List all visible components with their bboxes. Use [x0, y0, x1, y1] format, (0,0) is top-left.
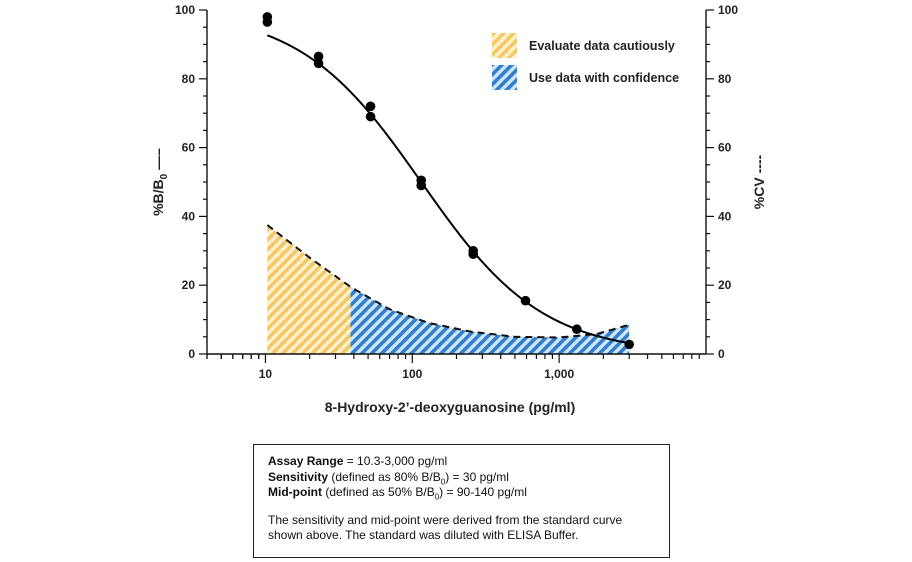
- cv-dashed-curve: [266, 224, 630, 339]
- x-tick-label: 100: [402, 367, 422, 381]
- hatched-regions: [267, 225, 630, 354]
- standard-point: [468, 249, 479, 260]
- axes: 0 0 20 20 40 40 60 60 80 80 100 100 10 100 1,000: [175, 3, 738, 381]
- region-use-with-confidence: [350, 286, 630, 354]
- midpoint-sub: 0: [434, 492, 440, 502]
- y-left-tick-label: 0: [188, 347, 195, 361]
- y-right-tick-label: 40: [718, 209, 732, 223]
- legend-swatch-cautious: [492, 33, 517, 58]
- x-tick-label: 10: [259, 367, 273, 381]
- midpoint-label: Mid-point: [268, 485, 322, 499]
- y-left-tick-label: 20: [182, 278, 196, 292]
- y-axis-right-title: %CV ----: [751, 154, 767, 209]
- x-tick-label: 1,000: [544, 367, 574, 381]
- standard-point: [365, 111, 376, 122]
- series: [262, 12, 635, 350]
- standard-point: [416, 180, 427, 191]
- y-right-tick-label: 0: [718, 347, 725, 361]
- y-axis-left-title-main: %B/B: [150, 179, 166, 216]
- y-left-tick-label: 100: [175, 3, 195, 17]
- y-right-tick-label: 100: [718, 3, 738, 17]
- y-left-tick-label: 80: [182, 72, 196, 86]
- y-axis-left-title-sub: 0: [159, 173, 170, 179]
- standard-point: [313, 51, 324, 62]
- sensitivity-sub: 0: [440, 476, 446, 486]
- legend-label: Use data with confidence: [529, 71, 679, 85]
- standard-point: [365, 101, 376, 112]
- standard-point: [520, 295, 531, 306]
- y-right-tick-label: 20: [718, 278, 732, 292]
- assay-range-line: Assay Range = 10.3-3,000 pg/ml: [268, 454, 655, 470]
- x-axis-title: 8-Hydroxy-2’-deoxyguanosine (pg/ml): [325, 399, 575, 415]
- sensitivity-post: ) = 30 pg/ml: [445, 469, 509, 484]
- midpoint-pre: (defined as 50% B/B: [321, 485, 435, 499]
- legend-label: Evaluate data cautiously: [529, 39, 675, 53]
- legend-swatch-confident: [492, 65, 517, 90]
- note-line-1: The sensitivity and mid-point were deriv…: [268, 512, 623, 527]
- sensitivity-line: Sensitivity (defined as 80% B/B0) = 30 p…: [268, 470, 655, 486]
- sensitivity-label: Sensitivity: [268, 469, 329, 484]
- y-axis-left-title-suffix: —–: [150, 148, 166, 174]
- note-line-2: shown above. The standard was diluted wi…: [268, 527, 579, 542]
- assay-info-box: Assay Range = 10.3-3,000 pg/ml Sensitivi…: [253, 444, 670, 558]
- region-evaluate-cautiously: [267, 225, 351, 354]
- y-left-tick-label: 40: [182, 209, 196, 223]
- y-right-tick-label: 60: [718, 141, 732, 155]
- standard-curve-line: [266, 34, 630, 345]
- standard-point: [313, 58, 324, 69]
- y-axis-left-title: %B/B0 —–: [150, 148, 170, 216]
- midpoint-line: Mid-point (defined as 50% B/B0) = 90-140…: [268, 485, 655, 501]
- legend: Evaluate data cautiously Use data with co…: [492, 33, 679, 90]
- y-left-tick-label: 60: [182, 141, 196, 155]
- standard-point: [572, 324, 582, 335]
- standard-point: [262, 17, 273, 27]
- sensitivity-pre: (defined as 80% B/B: [328, 469, 441, 484]
- standard-curve-chart: 0 0 20 20 40 40 60 60 80 80 100 100 10 100 1,000 Evalu…: [150, 3, 767, 415]
- midpoint-post: ) = 90-140 pg/ml: [439, 485, 527, 499]
- standard-point: [624, 339, 635, 350]
- assay-range-label: Assay Range: [268, 454, 344, 468]
- y-right-tick-label: 80: [718, 72, 732, 86]
- standard-curve-note: The sensitivity and mid-point were deriv…: [268, 513, 655, 543]
- assay-range-value: = 10.3-3,000 pg/ml: [343, 454, 448, 468]
